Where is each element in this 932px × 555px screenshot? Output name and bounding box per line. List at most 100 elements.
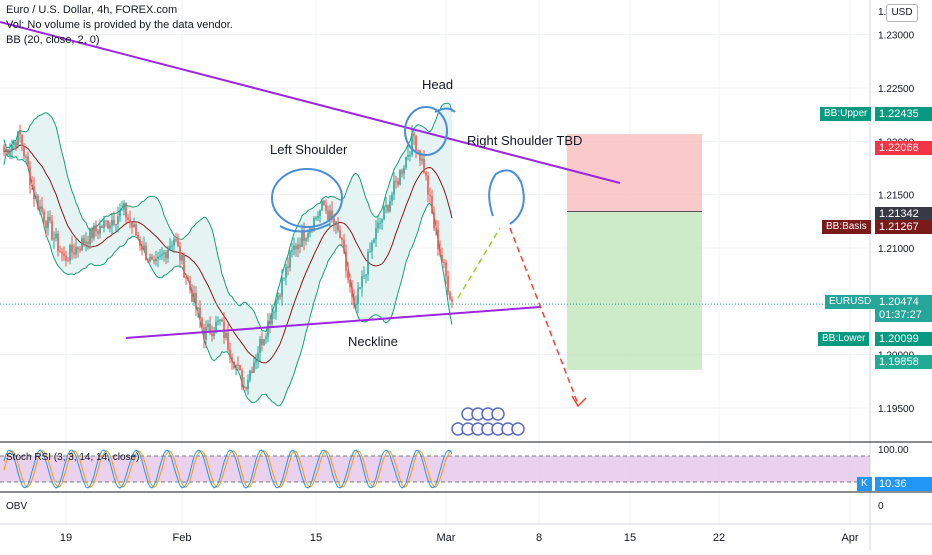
candle-body bbox=[387, 204, 389, 212]
candle-body bbox=[297, 244, 299, 250]
y-tick-label: 1.23000 bbox=[878, 31, 915, 42]
candle-body bbox=[155, 258, 157, 262]
risk-reward-zones bbox=[567, 134, 702, 370]
annotation-right-shoulder[interactable]: Right Shoulder TBD bbox=[467, 133, 583, 148]
candle-body bbox=[117, 216, 119, 225]
candle-body bbox=[129, 219, 131, 223]
candle-body bbox=[197, 307, 199, 309]
candle-body bbox=[147, 259, 149, 262]
candle-body bbox=[331, 210, 333, 219]
candle-body bbox=[277, 295, 279, 301]
candle-body bbox=[91, 228, 93, 239]
candle-body bbox=[365, 274, 367, 276]
candle-body bbox=[427, 175, 429, 195]
candle-body bbox=[323, 201, 325, 205]
economic-event-icon bbox=[511, 422, 525, 436]
candle-body bbox=[335, 222, 337, 226]
candle-body bbox=[135, 224, 137, 235]
obv-title[interactable]: OBV bbox=[6, 501, 28, 512]
candle-body bbox=[377, 222, 379, 229]
annotation-neckline[interactable]: Neckline bbox=[348, 334, 398, 349]
candle-body bbox=[381, 219, 383, 223]
candle-body bbox=[337, 222, 339, 231]
candle-body bbox=[287, 266, 289, 268]
entry-price-label: 1.21342 bbox=[875, 207, 932, 221]
bb-indicator-label[interactable]: BB (20, close, 2, 0) bbox=[6, 34, 100, 46]
currency-button[interactable]: USD bbox=[886, 4, 918, 22]
candle-body bbox=[133, 224, 135, 228]
candle-body bbox=[89, 228, 91, 245]
candle-body bbox=[209, 323, 211, 334]
candle-body bbox=[203, 327, 205, 340]
stoch-rsi-title[interactable]: Stoch RSI (3, 3, 14, 14, close) bbox=[6, 452, 140, 463]
candle-body bbox=[177, 240, 179, 247]
candle-body bbox=[5, 148, 7, 153]
candle-body bbox=[195, 292, 197, 309]
candle-body bbox=[29, 166, 31, 186]
candle-body bbox=[407, 155, 409, 157]
candle-body bbox=[55, 233, 57, 239]
candle-body bbox=[349, 280, 351, 288]
candle-body bbox=[85, 241, 87, 244]
candle-body bbox=[161, 254, 163, 256]
x-tick-label: 15 bbox=[624, 532, 636, 544]
candle-body bbox=[399, 170, 401, 185]
projection-up-arrow bbox=[457, 227, 501, 299]
candle-body bbox=[191, 289, 193, 302]
candle-body bbox=[179, 246, 181, 261]
candle-body bbox=[291, 250, 293, 253]
candle-body bbox=[137, 234, 139, 240]
candle-body bbox=[193, 292, 195, 302]
candle-body bbox=[95, 225, 97, 232]
candle-body bbox=[347, 270, 349, 281]
candle-body bbox=[61, 251, 63, 254]
annotation-left-shoulder[interactable]: Left Shoulder bbox=[270, 142, 348, 157]
candle-body bbox=[163, 252, 165, 255]
neckline-trendline bbox=[125, 306, 541, 339]
candle-body bbox=[87, 241, 89, 245]
candle-body bbox=[139, 239, 141, 246]
candle-body bbox=[279, 295, 281, 297]
target-price-label: 1.19858 bbox=[875, 355, 932, 369]
y-tick-label-partial: 1. bbox=[878, 7, 886, 18]
candle-body bbox=[425, 172, 427, 176]
bb-basis-value: 1.21267 bbox=[875, 220, 932, 234]
candle-body bbox=[71, 245, 73, 253]
candle-body bbox=[187, 278, 189, 281]
candle-body bbox=[267, 320, 269, 337]
y-tick-label: 1.21000 bbox=[878, 244, 915, 255]
candle-body bbox=[449, 292, 451, 300]
candle-body bbox=[371, 242, 373, 252]
candle-body bbox=[109, 225, 111, 229]
candle-body bbox=[289, 252, 291, 268]
candle-body bbox=[299, 244, 301, 247]
y-tick-label: 1.21500 bbox=[878, 191, 915, 202]
candle-body bbox=[265, 336, 267, 340]
candle-body bbox=[431, 196, 433, 214]
candle-body bbox=[283, 277, 285, 279]
candle-body bbox=[257, 352, 259, 360]
candle-body bbox=[313, 217, 315, 231]
candle-body bbox=[27, 156, 29, 167]
candle-body bbox=[433, 213, 435, 229]
candle-body bbox=[361, 276, 363, 288]
candle-body bbox=[199, 307, 201, 320]
bb-fill bbox=[4, 103, 452, 407]
candle-body bbox=[235, 364, 237, 369]
candle-body bbox=[153, 259, 155, 262]
candle-body bbox=[447, 276, 449, 293]
annotation-head[interactable]: Head bbox=[422, 77, 454, 92]
candle-body bbox=[383, 206, 385, 220]
candle-body bbox=[107, 220, 109, 229]
candle-body bbox=[451, 299, 453, 302]
candle-body bbox=[357, 288, 359, 304]
candlestick-series bbox=[3, 124, 453, 395]
candle-body bbox=[41, 206, 43, 212]
candle-body bbox=[171, 245, 173, 247]
x-tick-label: 8 bbox=[536, 532, 542, 544]
candle-body bbox=[53, 238, 55, 240]
candle-body bbox=[49, 217, 51, 221]
candle-body bbox=[251, 370, 253, 373]
